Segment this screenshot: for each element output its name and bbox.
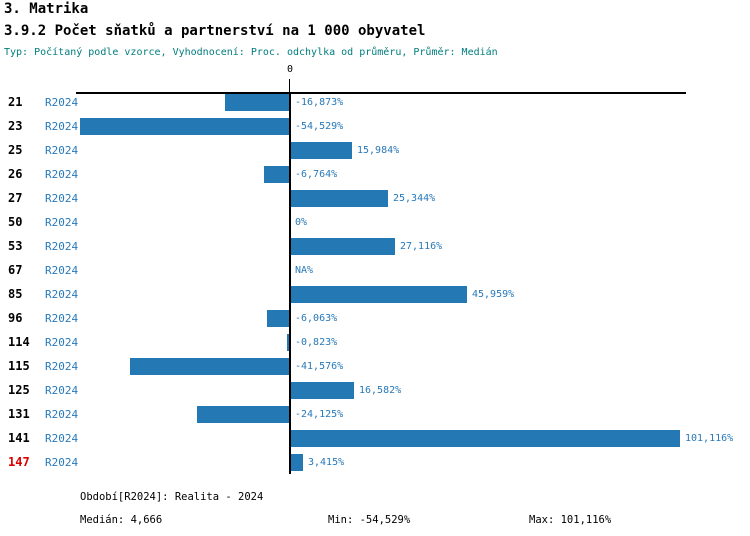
axis-zero-label: 0 <box>286 64 294 75</box>
value-label: -6,764% <box>295 169 338 180</box>
row-series-label: R2024 <box>45 456 79 469</box>
row-id-label: 141 <box>8 431 30 445</box>
row-series-label: R2024 <box>45 96 79 109</box>
chart-row: 125 R2024 16,582% <box>0 382 750 399</box>
row-series-label: R2024 <box>45 264 79 277</box>
value-label: -6,063% <box>295 313 338 324</box>
deviation-bar <box>290 286 467 303</box>
row-series-label: R2024 <box>45 360 79 373</box>
row-id-label: 21 <box>8 95 23 109</box>
value-label: -54,529% <box>295 121 344 132</box>
row-id-label: 85 <box>8 287 23 301</box>
chart-row: 96 R2024 -6,063% <box>0 310 750 327</box>
row-series-label: R2024 <box>45 384 79 397</box>
row-id-label: 67 <box>8 263 23 277</box>
row-series-label: R2024 <box>45 288 79 301</box>
min-label: Min: -54,529% <box>328 514 411 526</box>
value-label: -24,125% <box>295 409 344 420</box>
deviation-bar <box>290 190 388 207</box>
deviation-bar <box>197 406 290 423</box>
deviation-bar <box>290 238 395 255</box>
row-id-label: 25 <box>8 143 23 157</box>
row-series-label: R2024 <box>45 336 79 349</box>
value-label: 45,959% <box>472 289 515 300</box>
deviation-bar <box>290 382 354 399</box>
row-series-label: R2024 <box>45 312 79 325</box>
chart-row: 26 R2024 -6,764% <box>0 166 750 183</box>
deviation-bar <box>290 142 352 159</box>
row-id-label: 23 <box>8 119 23 133</box>
value-label: 3,415% <box>308 457 345 468</box>
chart-row: 114 R2024 -0,823% <box>0 334 750 351</box>
chart-row: 50 R2024 0% <box>0 214 750 231</box>
row-id-label: 114 <box>8 335 30 349</box>
row-series-label: R2024 <box>45 168 79 181</box>
median-label: Medián: 4,666 <box>80 514 163 526</box>
section-title: 3. Matrika <box>4 1 89 17</box>
row-id-label: 53 <box>8 239 23 253</box>
deviation-bar-chart: 0 21 R2024 -16,873% 23 R2024 -54,529% 25 R2024 1… <box>0 64 750 474</box>
value-label: 27,116% <box>400 241 443 252</box>
deviation-bar <box>264 166 290 183</box>
chart-row: 147 R2024 3,415% <box>0 454 750 471</box>
chart-row: 115 R2024 -41,576% <box>0 358 750 375</box>
value-label: -16,873% <box>295 97 344 108</box>
row-id-label: 131 <box>8 407 30 421</box>
deviation-bar <box>267 310 290 327</box>
axis-top-line <box>76 92 686 94</box>
axis-zero-line <box>289 92 291 474</box>
chart-row: 141 R2024 101,116% <box>0 430 750 447</box>
deviation-bar <box>130 358 290 375</box>
chart-row: 25 R2024 15,984% <box>0 142 750 159</box>
row-id-label: 125 <box>8 383 30 397</box>
deviation-bar <box>225 94 290 111</box>
value-label: 16,582% <box>359 385 402 396</box>
value-label: 25,344% <box>393 193 436 204</box>
row-id-label: 26 <box>8 167 23 181</box>
row-series-label: R2024 <box>45 432 79 445</box>
deviation-bar <box>290 454 303 471</box>
chart-row: 131 R2024 -24,125% <box>0 406 750 423</box>
chart-row: 27 R2024 25,344% <box>0 190 750 207</box>
row-series-label: R2024 <box>45 144 79 157</box>
row-id-label: 147 <box>8 455 30 469</box>
row-series-label: R2024 <box>45 216 79 229</box>
value-label: 101,116% <box>685 433 734 444</box>
chart-row: 67 R2024 NA% <box>0 262 750 279</box>
value-label: -41,576% <box>295 361 344 372</box>
period-label: Období[R2024]: Realita - 2024 <box>80 491 264 503</box>
deviation-bar <box>80 118 290 135</box>
deviation-bar <box>287 334 290 351</box>
indicator-title: 3.9.2 Počet sňatků a partnerství na 1 00… <box>4 23 426 39</box>
chart-row: 85 R2024 45,959% <box>0 286 750 303</box>
value-label: NA% <box>295 265 314 276</box>
row-series-label: R2024 <box>45 192 79 205</box>
row-id-label: 27 <box>8 191 23 205</box>
meta-line: Typ: Počítaný podle vzorce, Vyhodnocení:… <box>4 47 498 58</box>
chart-row: 23 R2024 -54,529% <box>0 118 750 135</box>
axis-zero-tick <box>289 79 290 93</box>
row-series-label: R2024 <box>45 408 79 421</box>
value-label: 15,984% <box>357 145 400 156</box>
row-series-label: R2024 <box>45 120 79 133</box>
chart-row: 21 R2024 -16,873% <box>0 94 750 111</box>
value-label: -0,823% <box>295 337 338 348</box>
deviation-bar <box>290 430 680 447</box>
chart-row: 53 R2024 27,116% <box>0 238 750 255</box>
row-series-label: R2024 <box>45 240 79 253</box>
row-id-label: 115 <box>8 359 30 373</box>
value-label: 0% <box>295 217 308 228</box>
max-label: Max: 101,116% <box>529 514 612 526</box>
row-id-label: 96 <box>8 311 23 325</box>
row-id-label: 50 <box>8 215 23 229</box>
